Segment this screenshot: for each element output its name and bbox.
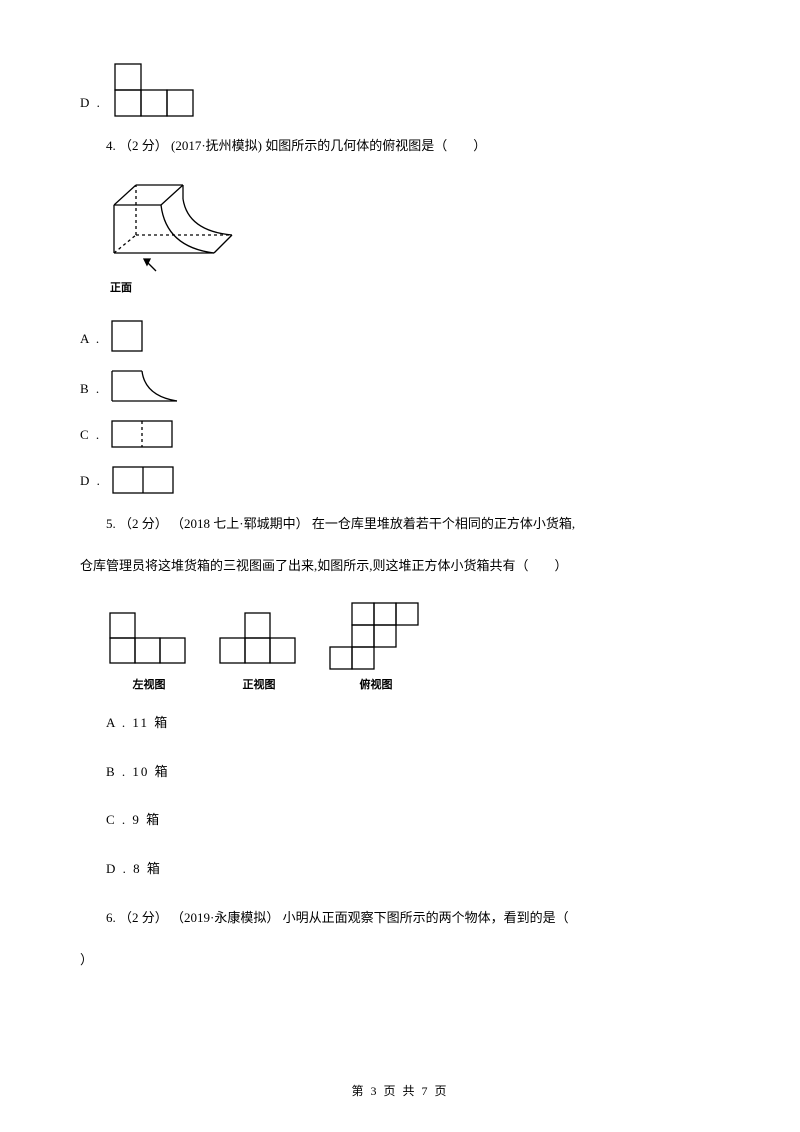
- q5-option-a[interactable]: A . 11 箱: [80, 709, 720, 738]
- top-view-label: 俯视图: [326, 673, 426, 697]
- option-label: B .: [80, 375, 101, 404]
- q5-option-b[interactable]: B . 10 箱: [80, 758, 720, 787]
- q6-text2: ）: [80, 946, 720, 975]
- q5-option-d[interactable]: D . 8 箱: [80, 855, 720, 884]
- q3-optD-figure: [110, 60, 200, 118]
- top-view: 俯视图: [326, 601, 426, 697]
- left-view-label: 左视图: [106, 673, 192, 697]
- option-label: D .: [80, 89, 102, 118]
- q5-option-c[interactable]: C . 9 箱: [80, 806, 720, 835]
- option-label: D .: [80, 467, 102, 496]
- q4-option-d[interactable]: D .: [80, 464, 720, 496]
- front-view: 正视图: [216, 607, 302, 697]
- q5-views: 左视图 正视图 俯视图: [106, 601, 720, 697]
- left-view: 左视图: [106, 607, 192, 697]
- page-footer: 第 3 页 共 7 页: [0, 1078, 800, 1104]
- q4-solid: 正面: [106, 175, 720, 300]
- option-label: A .: [80, 325, 101, 354]
- q6-text1: 6. （2 分） （2019·永康模拟） 小明从正面观察下图所示的两个物体，看到…: [80, 904, 720, 933]
- front-label: 正面: [110, 276, 720, 300]
- q4-optA-figure: [109, 318, 149, 354]
- q5-text2: 仓库管理员将这堆货箱的三视图画了出来,如图所示,则这堆正方体小货箱共有（ ）: [80, 552, 720, 581]
- q4-optC-figure: [109, 418, 177, 450]
- q5-text1: 5. （2 分） （2018 七上·郓城期中） 在一仓库里堆放着若干个相同的正方…: [80, 510, 720, 539]
- q4-option-a[interactable]: A .: [80, 318, 720, 354]
- q4-option-b[interactable]: B .: [80, 368, 720, 404]
- option-label: C .: [80, 421, 101, 450]
- q3-option-d[interactable]: D .: [80, 60, 720, 118]
- q4-optD-figure: [110, 464, 178, 496]
- q4-optB-figure: [109, 368, 181, 404]
- q4-text: 4. （2 分） (2017·抚州模拟) 如图所示的几何体的俯视图是（ ）: [80, 132, 720, 161]
- front-view-label: 正视图: [216, 673, 302, 697]
- q4-option-c[interactable]: C .: [80, 418, 720, 450]
